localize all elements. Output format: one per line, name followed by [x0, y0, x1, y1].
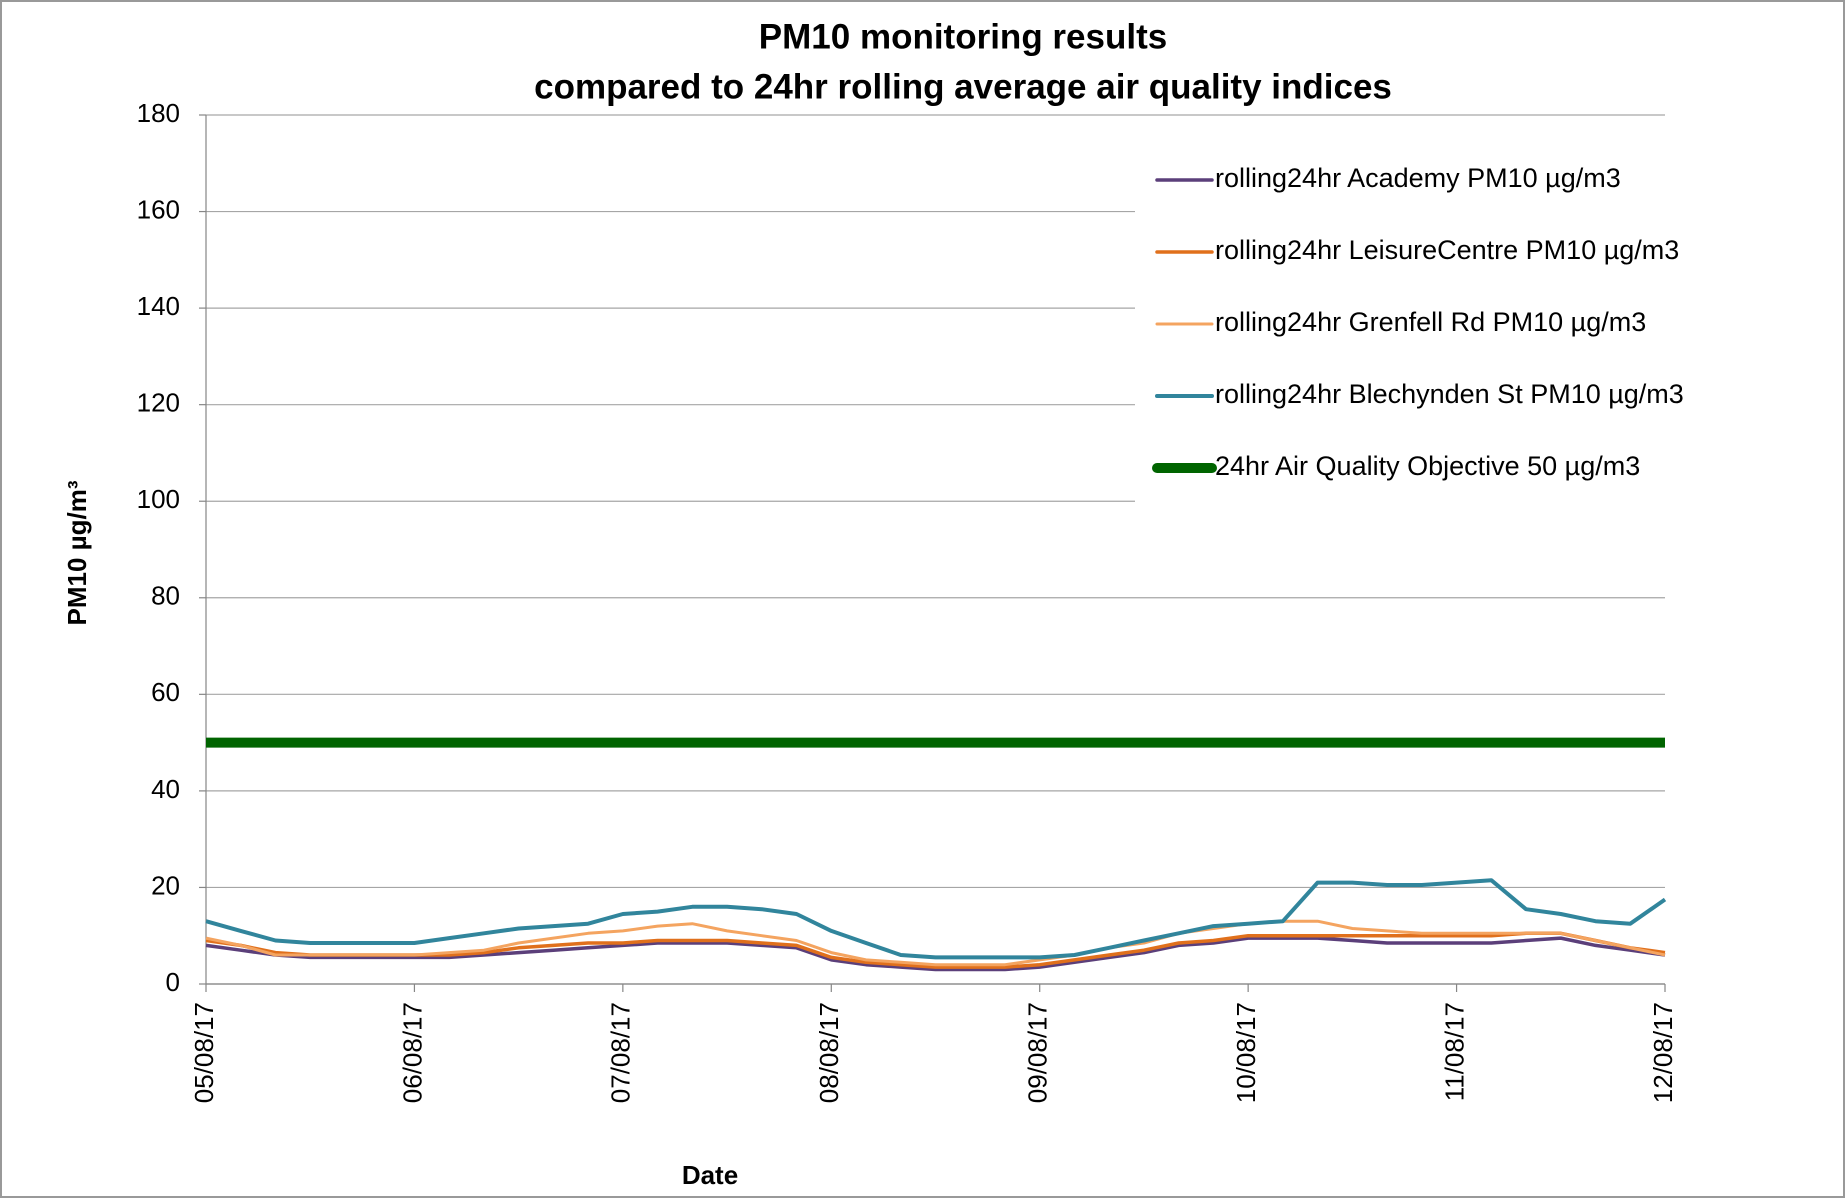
y-axis-label: PM10 µg/m³: [62, 480, 92, 625]
series-line: [205, 931, 1666, 969]
legend-label: rolling24hr Academy PM10 µg/m3: [1215, 163, 1621, 193]
x-tick-label: 12/08/17: [1648, 1002, 1678, 1103]
series-line: [205, 878, 1667, 960]
y-tick-label: 40: [151, 774, 180, 804]
x-tick-label: 10/08/17: [1231, 1002, 1261, 1103]
x-tick-label: 07/08/17: [606, 1002, 636, 1103]
x-tick-label: 09/08/17: [1023, 1002, 1053, 1103]
y-tick-label: 20: [151, 870, 180, 900]
legend-label: rolling24hr Grenfell Rd PM10 µg/m3: [1215, 307, 1646, 337]
legend-box: [1135, 147, 1805, 504]
y-tick-label: 80: [151, 581, 180, 611]
y-tick-label: 180: [137, 98, 180, 128]
x-tick-label: 06/08/17: [397, 1002, 427, 1103]
chart-subtitle: compared to 24hr rolling average air qua…: [534, 67, 1392, 106]
y-tick-label: 140: [137, 291, 180, 321]
y-tick-label: 120: [137, 388, 180, 418]
series-line: [205, 919, 1666, 967]
series-line: [205, 936, 1666, 972]
y-tick-label: 160: [137, 194, 180, 224]
legend-label: rolling24hr LeisureCentre PM10 µg/m3: [1215, 235, 1679, 265]
y-tick-label: 0: [166, 967, 180, 997]
x-tick-label: 05/08/17: [189, 1002, 219, 1103]
y-tick-label: 60: [151, 677, 180, 707]
x-axis-label: Date: [682, 1160, 738, 1190]
x-tick-label: 08/08/17: [814, 1002, 844, 1103]
x-tick-label: 11/08/17: [1439, 1002, 1469, 1101]
y-tick-label: 100: [137, 484, 180, 514]
legend-label: 24hr Air Quality Objective 50 µg/m3: [1215, 451, 1640, 481]
legend-label: rolling24hr Blechynden St PM10 µg/m3: [1215, 379, 1684, 409]
chart-title: PM10 monitoring results: [759, 17, 1167, 56]
